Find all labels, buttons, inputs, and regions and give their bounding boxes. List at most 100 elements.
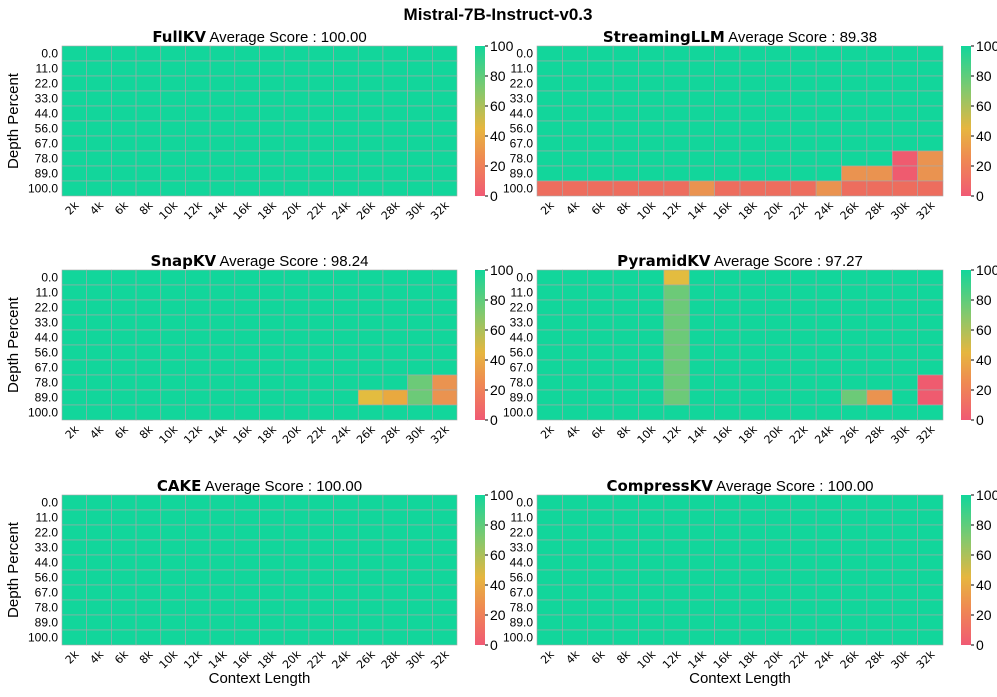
heatmap-cell xyxy=(61,344,87,361)
x-tick-label: 14k xyxy=(206,647,230,671)
heatmap-cell xyxy=(407,569,433,586)
heatmap-cell xyxy=(209,389,236,406)
heatmap-cell xyxy=(160,90,186,107)
x-tick-label: 10k xyxy=(157,647,181,671)
heatmap-cell xyxy=(259,404,285,421)
heatmap-cell xyxy=(562,299,589,316)
heatmap-cell xyxy=(587,75,614,92)
heatmap-cell xyxy=(61,180,87,197)
heatmap-cell xyxy=(815,165,842,182)
heatmap-cell xyxy=(308,554,334,571)
x-tick-label: 26k xyxy=(838,422,862,446)
heatmap-cell xyxy=(61,269,87,286)
heatmap-cell xyxy=(739,329,766,346)
heatmap-cell xyxy=(714,45,741,62)
colorbar xyxy=(475,495,485,645)
heatmap-cell xyxy=(61,404,87,421)
heatmap-cell xyxy=(866,75,893,92)
heatmap-cell xyxy=(536,404,563,421)
colorbar-tick-label: 100 xyxy=(490,262,514,278)
heatmap-cell xyxy=(382,569,408,586)
heatmap-cell xyxy=(841,75,868,92)
panel-title: PyramidKV Average Score : 97.27 xyxy=(617,252,863,270)
heatmap-cell xyxy=(536,314,563,331)
y-tick-label: 67.0 xyxy=(510,361,534,375)
heatmap-cell xyxy=(587,329,614,346)
heatmap-cell xyxy=(259,75,285,92)
heatmap-cell xyxy=(765,584,792,601)
heatmap-cell xyxy=(432,524,458,541)
heatmap-cell xyxy=(562,284,589,301)
heatmap-cell xyxy=(638,165,665,182)
heatmap-cell xyxy=(185,524,211,541)
heatmap-cell xyxy=(432,509,458,526)
heatmap-cell xyxy=(86,180,112,197)
heatmap-cell xyxy=(135,554,162,571)
heatmap-cell xyxy=(283,60,310,77)
heatmap-cell xyxy=(562,404,589,421)
heatmap-cell xyxy=(765,599,792,616)
heatmap-cell xyxy=(185,404,211,421)
heatmap-cell xyxy=(536,629,563,646)
heatmap-cell xyxy=(891,404,918,421)
heatmap-cell xyxy=(209,629,236,646)
heatmap-cell xyxy=(841,404,868,421)
heatmap-cell xyxy=(612,554,639,571)
heatmap-cell xyxy=(357,599,384,616)
heatmap-cell xyxy=(587,150,614,167)
heatmap-cell xyxy=(562,150,589,167)
heatmap-cell xyxy=(259,329,285,346)
heatmap-cell xyxy=(259,150,285,167)
colorbar-tick-label: 20 xyxy=(490,607,506,623)
heatmap-cell xyxy=(612,165,639,182)
heatmap-cell xyxy=(160,509,186,526)
heatmap-cell xyxy=(587,554,614,571)
heatmap-cell xyxy=(891,329,918,346)
heatmap-cell xyxy=(234,269,260,286)
heatmap-cell xyxy=(160,614,186,631)
heatmap-cell xyxy=(308,60,334,77)
panel-title-score: Average Score : 89.38 xyxy=(725,29,877,46)
colorbar-tick-label: 100 xyxy=(976,38,997,54)
heatmap-cell xyxy=(308,150,334,167)
heatmap-cell xyxy=(714,404,741,421)
heatmap-cell xyxy=(917,165,944,182)
heatmap-cell xyxy=(891,180,918,197)
heatmap-cell xyxy=(283,539,310,556)
heatmap-cell xyxy=(407,524,433,541)
heatmap-cell xyxy=(739,120,766,137)
heatmap-cell xyxy=(407,509,433,526)
heatmap-cell xyxy=(562,45,589,62)
heatmap-cell xyxy=(765,60,792,77)
heatmap-cell xyxy=(382,344,408,361)
heatmap-cell xyxy=(815,539,842,556)
y-tick-label: 33.0 xyxy=(35,92,59,106)
heatmap-cell xyxy=(86,524,112,541)
heatmap-cell xyxy=(841,509,868,526)
heatmap-cell xyxy=(308,614,334,631)
heatmap-cell xyxy=(283,404,310,421)
x-tick-label: 12k xyxy=(660,198,684,222)
heatmap-cell xyxy=(917,359,944,376)
heatmap-cell xyxy=(790,509,817,526)
heatmap-cell xyxy=(612,105,639,122)
colorbar-tick-label: 100 xyxy=(490,38,514,54)
heatmap-cell xyxy=(815,269,842,286)
heatmap-cell xyxy=(562,359,589,376)
heatmap-cell xyxy=(739,299,766,316)
heatmap-cell xyxy=(382,45,408,62)
heatmap-cell xyxy=(841,614,868,631)
x-tick-label: 18k xyxy=(736,422,760,446)
panel-title: CAKE Average Score : 100.00 xyxy=(157,477,362,495)
x-tick-label: 30k xyxy=(888,647,912,671)
heatmap-cell xyxy=(432,359,458,376)
heatmap-cell xyxy=(638,344,665,361)
heatmap-cell xyxy=(688,180,715,197)
x-tick-label: 4k xyxy=(564,422,583,441)
figure-title: Mistral-7B-Instruct-v0.3 xyxy=(404,5,593,24)
heatmap-cell xyxy=(739,359,766,376)
heatmap-cell xyxy=(688,389,715,406)
heatmap-cell xyxy=(283,284,310,301)
heatmap-cell xyxy=(209,524,236,541)
heatmap-cell xyxy=(209,60,236,77)
